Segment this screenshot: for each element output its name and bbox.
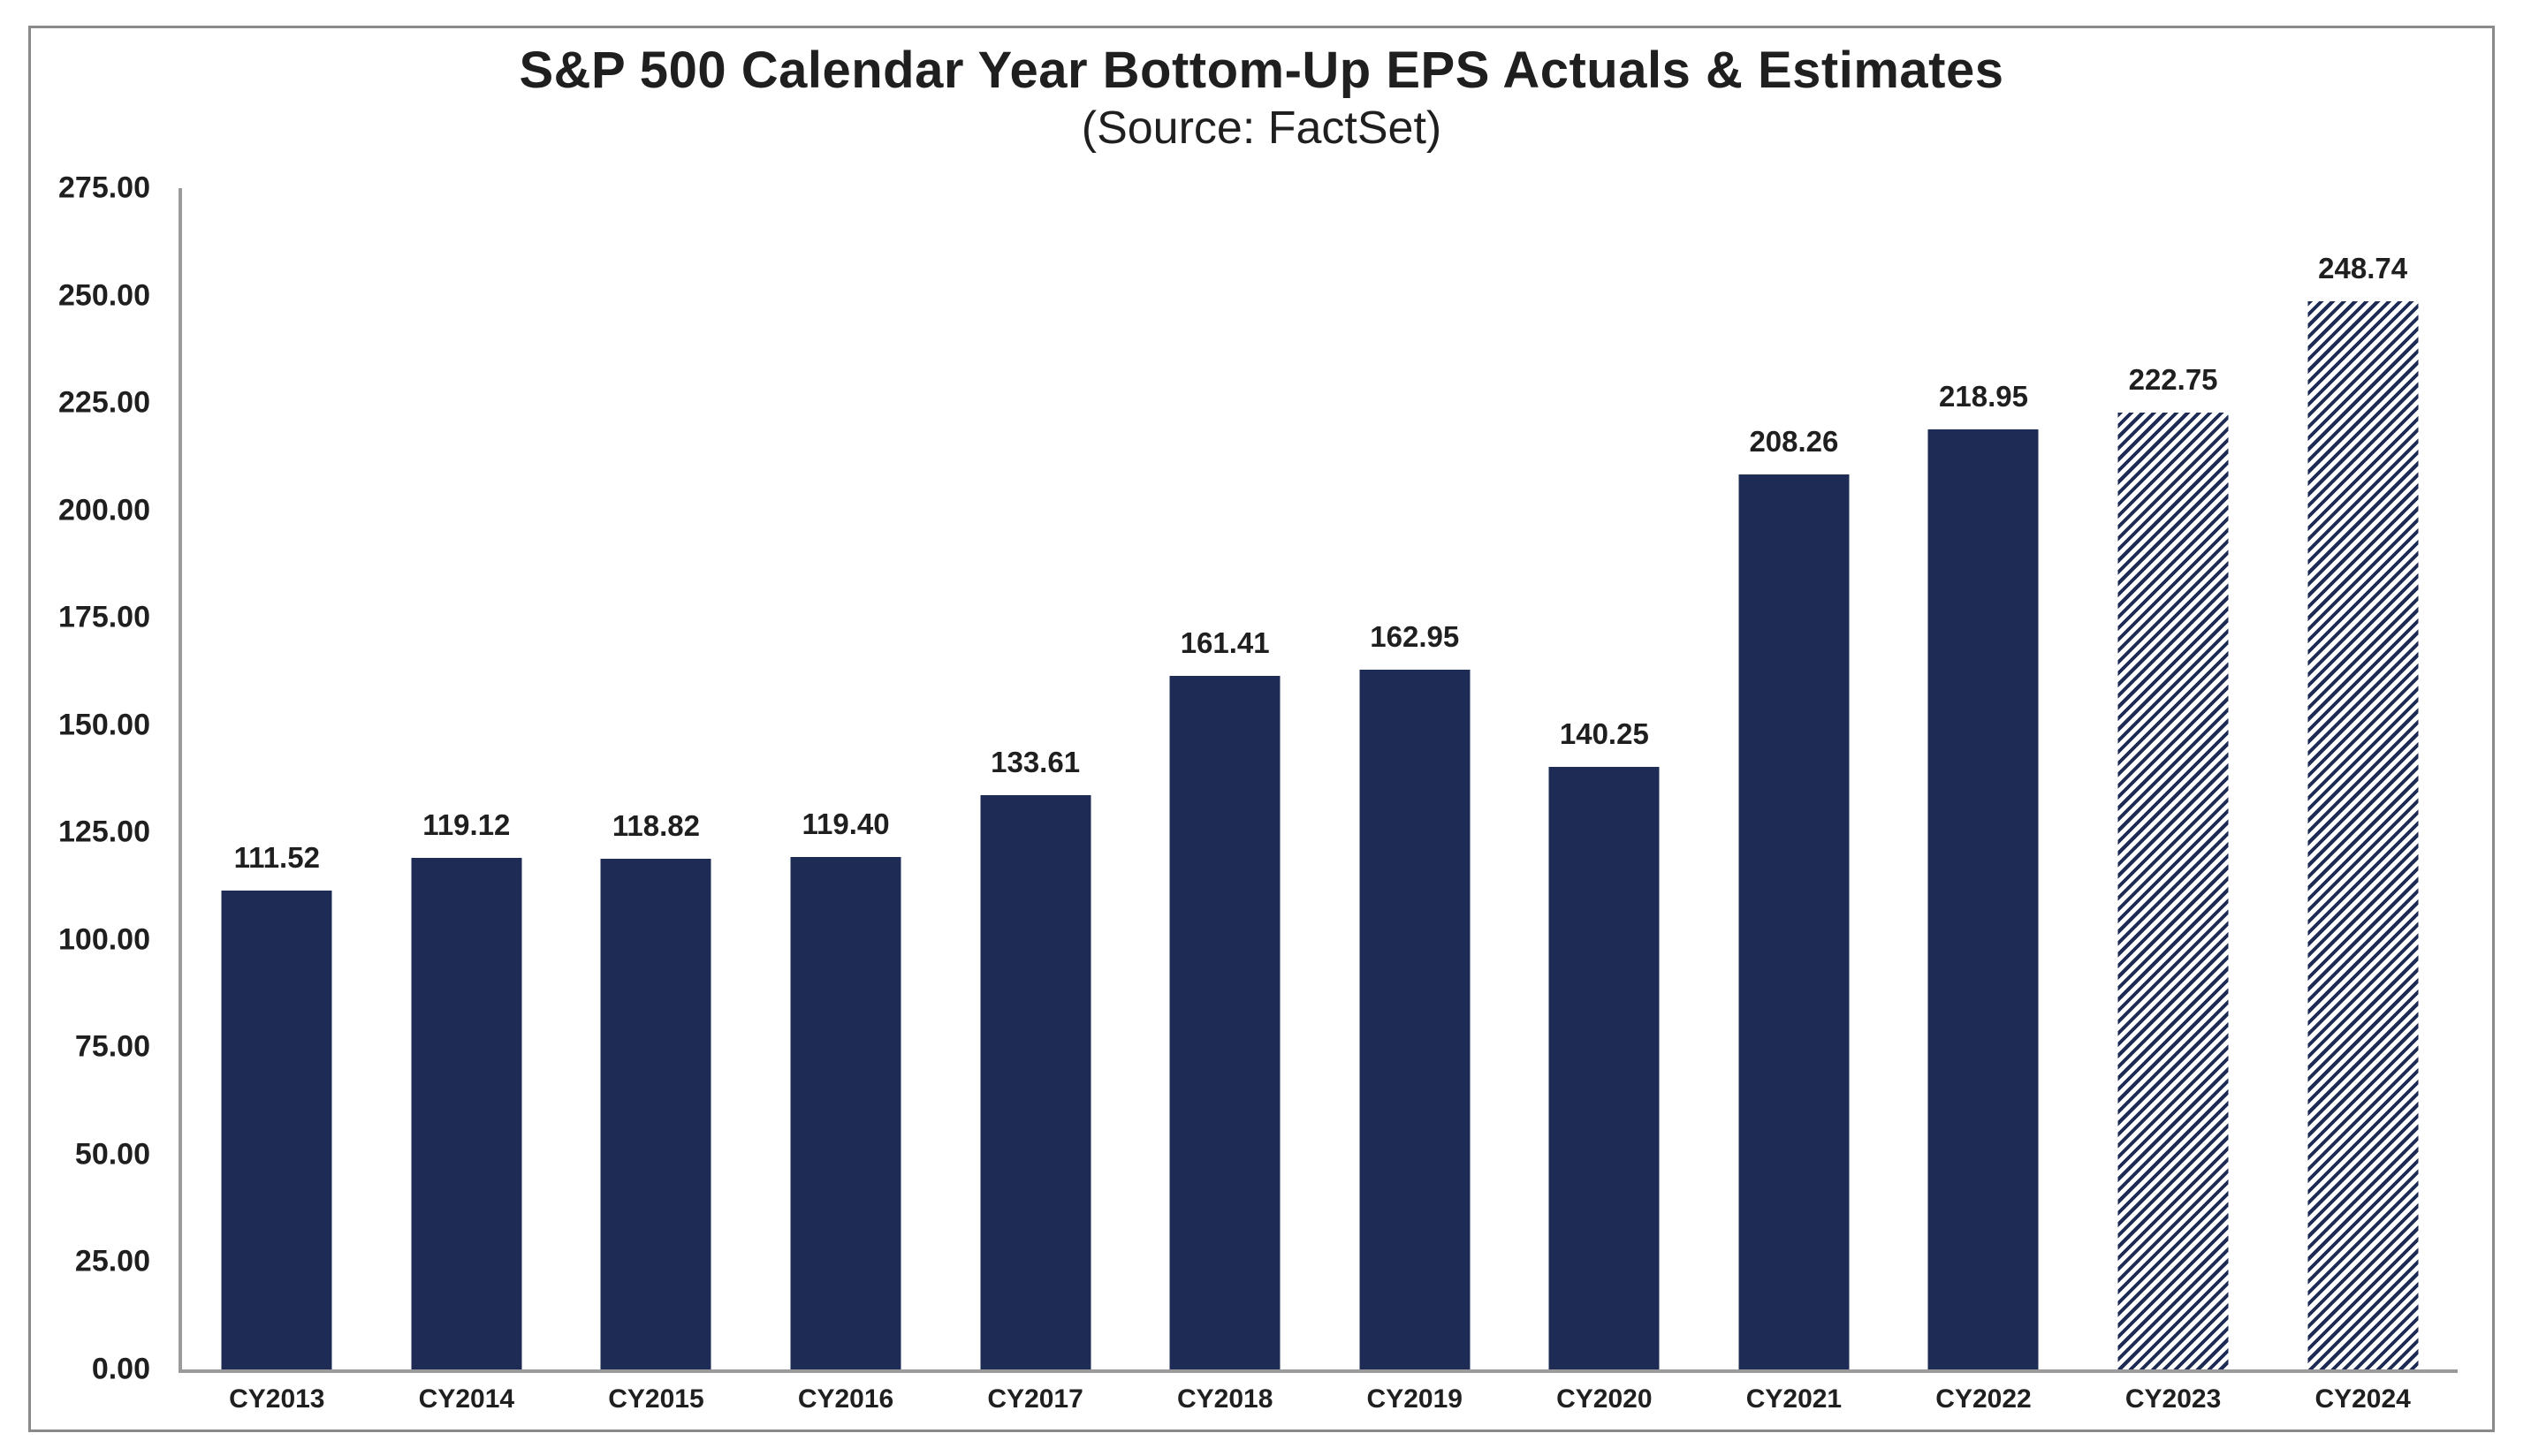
- bar-value-label: 119.40: [802, 807, 890, 840]
- x-axis-tick-label: CY2015: [608, 1384, 704, 1414]
- bar-actual: [1927, 428, 2039, 1369]
- x-axis-tick-label: CY2023: [2124, 1384, 2222, 1414]
- x-axis-tick-label: CY2014: [418, 1384, 515, 1414]
- bar-column: 111.52: [182, 188, 372, 1369]
- y-axis-tick-label: 0.00: [91, 1352, 150, 1386]
- chart-title-block: S&P 500 Calendar Year Bottom-Up EPS Actu…: [31, 42, 2492, 155]
- bar-actual: [221, 890, 332, 1369]
- bar-actual: [1738, 474, 1850, 1369]
- bar-column: 133.61: [940, 188, 1130, 1369]
- bar-column: 119.12: [372, 188, 562, 1369]
- x-axis-line: [179, 1369, 2458, 1373]
- x-axis-tick-label: CY2021: [1745, 1384, 1843, 1414]
- bar-value-label: 140.25: [1559, 717, 1649, 751]
- bar-value-label: 133.61: [991, 746, 1081, 779]
- y-axis-tick-label: 50.00: [74, 1137, 150, 1172]
- y-axis-tick-label: 250.00: [58, 278, 150, 313]
- bar-actual: [1169, 676, 1281, 1369]
- bar-column: 222.75: [2079, 188, 2269, 1369]
- bar-actual: [980, 795, 1091, 1369]
- y-axis-line: [179, 188, 182, 1373]
- bar-column: 208.26: [1699, 188, 1889, 1369]
- x-axis-tick-label: CY2016: [797, 1384, 894, 1414]
- x-axis-tick-label: CY2022: [1935, 1384, 2032, 1414]
- y-axis-tick-label: 75.00: [74, 1029, 150, 1064]
- bar-actual: [600, 859, 711, 1369]
- bar-actual: [411, 857, 522, 1369]
- bar-column: 140.25: [1509, 188, 1699, 1369]
- bar-estimate: [2307, 300, 2419, 1369]
- y-axis-tick-labels: 275.00 250.00 225.00 200.00 175.00 150.00 125.…: [31, 171, 179, 1386]
- bar-column: 118.82: [561, 188, 751, 1369]
- bar-column: 218.95: [1889, 188, 2079, 1369]
- bar-value-label: 248.74: [2318, 251, 2408, 284]
- chart-frame: S&P 500 Calendar Year Bottom-Up EPS Actu…: [28, 26, 2495, 1432]
- bar-value-label: 111.52: [233, 840, 320, 874]
- plot-area: 111.52 119.12 118.82 119.40 133.61 161.41 162.…: [182, 188, 2458, 1369]
- bar-value-label: 119.12: [422, 808, 511, 841]
- x-axis-tick-label: CY2020: [1556, 1384, 1653, 1414]
- bar-value-label: 118.82: [612, 809, 700, 843]
- y-axis-tick-label: 25.00: [74, 1244, 150, 1278]
- bar-column: 161.41: [1130, 188, 1320, 1369]
- x-axis-tick-label: CY2017: [987, 1384, 1083, 1414]
- x-axis-tick-label: CY2018: [1176, 1384, 1273, 1414]
- bar-value-label: 222.75: [2128, 363, 2218, 397]
- bar-value-label: 161.41: [1180, 626, 1270, 660]
- chart-subtitle: (Source: FactSet): [1081, 102, 1442, 154]
- bar-value-label: 208.26: [1749, 425, 1839, 459]
- x-axis-tick-label: CY2013: [229, 1384, 325, 1414]
- bar-actual: [790, 856, 901, 1369]
- y-axis-tick-label: 150.00: [58, 708, 150, 742]
- bar-column: 119.40: [751, 188, 941, 1369]
- chart-title: S&P 500 Calendar Year Bottom-Up EPS Actu…: [519, 42, 2004, 99]
- y-axis-tick-label: 125.00: [58, 815, 150, 849]
- bar-actual: [1359, 669, 1471, 1369]
- y-axis-tick-label: 100.00: [58, 922, 150, 957]
- bar-estimate: [2117, 413, 2229, 1369]
- bar-column: 162.95: [1319, 188, 1509, 1369]
- y-axis-tick-label: 175.00: [58, 600, 150, 634]
- y-axis-tick-label: 275.00: [58, 171, 150, 205]
- bar-column: 248.74: [2268, 188, 2458, 1369]
- bar-value-label: 218.95: [1939, 379, 2028, 413]
- bar-actual: [1548, 767, 1660, 1369]
- y-axis-tick-label: 200.00: [58, 493, 150, 527]
- x-axis-tick-labels: CY2013 CY2014 CY2015 CY2016 CY2017 CY2018 CY20…: [182, 1373, 2458, 1414]
- bar-value-label: 162.95: [1370, 619, 1460, 653]
- x-axis-tick-label: CY2019: [1366, 1384, 1463, 1414]
- x-axis-tick-label: CY2024: [2314, 1384, 2411, 1414]
- y-axis-tick-label: 225.00: [58, 385, 150, 420]
